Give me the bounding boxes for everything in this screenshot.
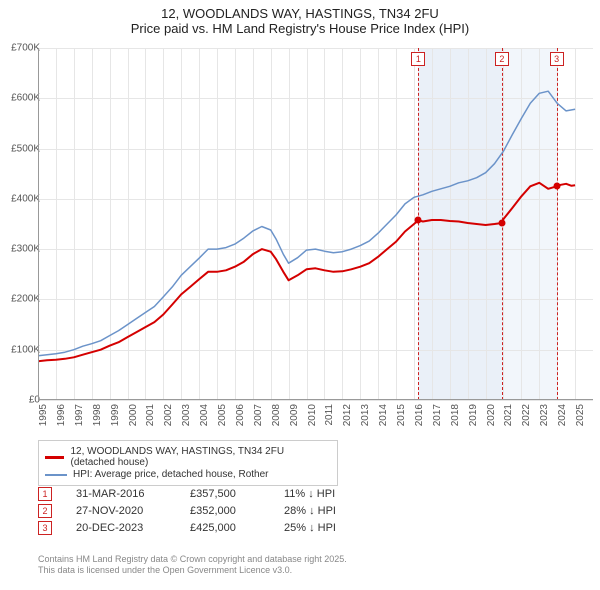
x-axis-tick-label: 2008 [271, 404, 282, 426]
sales-row-flag: 1 [38, 487, 52, 501]
x-axis-tick-label: 2016 [414, 404, 425, 426]
chart-title-block: 12, WOODLANDS WAY, HASTINGS, TN34 2FU Pr… [0, 0, 600, 36]
x-axis-tick-label: 2006 [235, 404, 246, 426]
x-axis-tick-label: 2017 [432, 404, 443, 426]
x-axis-tick-label: 2009 [289, 404, 300, 426]
attribution-line1: Contains HM Land Registry data © Crown c… [38, 554, 347, 565]
attribution-line2: This data is licensed under the Open Gov… [38, 565, 347, 576]
sales-row-date: 31-MAR-2016 [76, 488, 166, 500]
chart-title-line1: 12, WOODLANDS WAY, HASTINGS, TN34 2FU [0, 6, 600, 21]
x-axis-tick-label: 2011 [324, 404, 335, 426]
x-axis-tick-label: 1998 [92, 404, 103, 426]
series-svg [38, 48, 593, 400]
x-axis-tick-label: 2021 [503, 404, 514, 426]
x-axis-tick-label: 2010 [307, 404, 318, 426]
sales-row-price: £425,000 [190, 522, 260, 534]
x-axis-tick-label: 2020 [486, 404, 497, 426]
x-axis-tick-label: 1999 [110, 404, 121, 426]
sale-marker-dot [498, 219, 505, 226]
sales-row-price: £352,000 [190, 505, 260, 517]
legend-swatch-price-paid [45, 456, 64, 459]
sales-row-flag: 3 [38, 521, 52, 535]
x-axis-tick-label: 1995 [38, 404, 49, 426]
chart-container: 12, WOODLANDS WAY, HASTINGS, TN34 2FU Pr… [0, 0, 600, 590]
x-axis-tick-label: 2014 [378, 404, 389, 426]
legend-label-price-paid: 12, WOODLANDS WAY, HASTINGS, TN34 2FU (d… [70, 446, 331, 468]
sales-table-row: 3 20-DEC-2023 £425,000 25% ↓ HPI [38, 521, 374, 535]
x-axis-tick-label: 2022 [521, 404, 532, 426]
chart-title-subtitle: Price paid vs. HM Land Registry's House … [0, 21, 600, 36]
x-axis-tick-label: 2012 [342, 404, 353, 426]
x-axis-tick-label: 2002 [163, 404, 174, 426]
y-axis-tick-label: £200K [0, 294, 40, 305]
x-axis-tick-label: 2001 [145, 404, 156, 426]
axis-line [38, 399, 593, 400]
sales-row-date: 27-NOV-2020 [76, 505, 166, 517]
y-axis-tick-label: £600K [0, 93, 40, 104]
y-axis-tick-label: £700K [0, 43, 40, 54]
sales-row-date: 20-DEC-2023 [76, 522, 166, 534]
sale-marker-dot [415, 217, 422, 224]
series-line-price_paid [38, 183, 575, 361]
sales-row-diff: 25% ↓ HPI [284, 522, 374, 534]
x-axis-tick-label: 2024 [557, 404, 568, 426]
plot-area: £0£100K£200K£300K£400K£500K£600K£700K199… [38, 48, 593, 400]
x-axis-tick-label: 2005 [217, 404, 228, 426]
sales-row-diff: 28% ↓ HPI [284, 505, 374, 517]
x-axis-tick-label: 2000 [128, 404, 139, 426]
x-axis-tick-label: 2015 [396, 404, 407, 426]
attribution: Contains HM Land Registry data © Crown c… [38, 554, 347, 577]
x-axis-tick-label: 2013 [360, 404, 371, 426]
y-axis-tick-label: £300K [0, 244, 40, 255]
x-axis-tick-label: 2004 [199, 404, 210, 426]
sales-table: 1 31-MAR-2016 £357,500 11% ↓ HPI 2 27-NOV-202… [38, 484, 374, 538]
axis-line [38, 48, 39, 400]
x-axis-tick-label: 2023 [539, 404, 550, 426]
sales-row-diff: 11% ↓ HPI [284, 488, 374, 500]
legend: 12, WOODLANDS WAY, HASTINGS, TN34 2FU (d… [38, 440, 338, 486]
sales-table-row: 1 31-MAR-2016 £357,500 11% ↓ HPI [38, 487, 374, 501]
legend-swatch-hpi [45, 474, 67, 476]
sales-row-flag: 2 [38, 504, 52, 518]
x-axis-tick-label: 2007 [253, 404, 264, 426]
legend-item-hpi: HPI: Average price, detached house, Roth… [45, 469, 331, 480]
x-axis-tick-label: 2025 [575, 404, 586, 426]
x-axis-tick-label: 2003 [181, 404, 192, 426]
legend-item-price-paid: 12, WOODLANDS WAY, HASTINGS, TN34 2FU (d… [45, 446, 331, 468]
x-axis-tick-label: 2019 [468, 404, 479, 426]
y-axis-tick-label: £400K [0, 193, 40, 204]
x-axis-tick-label: 1997 [74, 404, 85, 426]
legend-label-hpi: HPI: Average price, detached house, Roth… [73, 469, 269, 480]
y-axis-tick-label: £500K [0, 143, 40, 154]
y-axis-tick-label: £100K [0, 344, 40, 355]
sales-row-price: £357,500 [190, 488, 260, 500]
sale-marker-dot [553, 183, 560, 190]
x-axis-tick-label: 1996 [56, 404, 67, 426]
x-axis-tick-label: 2018 [450, 404, 461, 426]
sales-table-row: 2 27-NOV-2020 £352,000 28% ↓ HPI [38, 504, 374, 518]
y-axis-tick-label: £0 [0, 395, 40, 406]
gridline-horizontal [38, 400, 593, 401]
